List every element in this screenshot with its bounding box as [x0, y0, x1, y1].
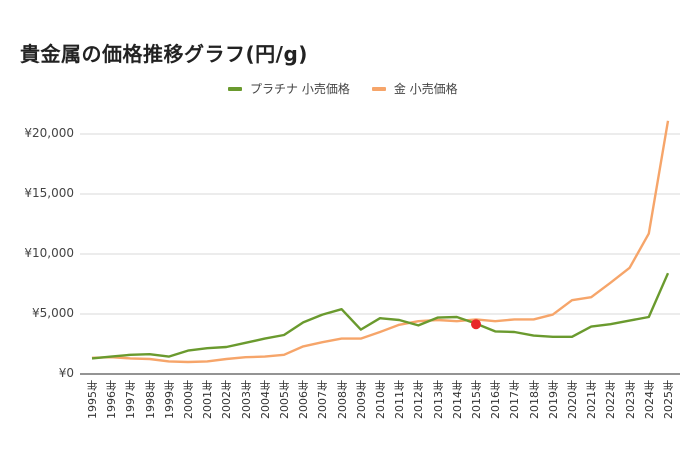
- x-tick-label: 2025年: [662, 380, 675, 419]
- y-tick-label: ¥15,000: [24, 186, 74, 200]
- x-tick-label: 2019年: [546, 380, 560, 419]
- x-tick-label: 2010年: [374, 380, 387, 419]
- x-tick-label: 2016年: [489, 380, 503, 419]
- x-tick-label: 1999年: [162, 380, 176, 419]
- legend-label-gold: 金 小売価格: [393, 82, 458, 96]
- x-tick-label: 2013年: [431, 380, 445, 419]
- x-tick-label: 1997年: [124, 380, 138, 419]
- legend-swatch-platinum: [228, 86, 242, 91]
- x-tick-label: 2023年: [623, 380, 637, 419]
- x-tick-label: 1998年: [143, 380, 157, 419]
- x-tick-label: 2005年: [278, 380, 291, 419]
- y-tick-label: ¥0: [58, 366, 74, 380]
- legend-item-gold[interactable]: 金 小売価格: [371, 80, 458, 97]
- x-tick-label: 2007年: [316, 380, 330, 419]
- x-tick-label: 2012年: [412, 380, 426, 419]
- x-tick-label: 2020年: [566, 380, 579, 419]
- x-tick-label: 2015年: [470, 380, 483, 419]
- x-tick-label: 2018年: [527, 380, 541, 419]
- x-tick-label: 2000年: [182, 380, 195, 419]
- x-tick-label: 2004年: [258, 380, 272, 419]
- x-tick-label: 1995年: [86, 380, 99, 419]
- y-tick-label: ¥10,000: [24, 246, 74, 260]
- x-tick-label: 2001年: [201, 380, 215, 419]
- chart-legend: プラチナ 小売価格 金 小売価格: [228, 80, 480, 97]
- legend-swatch-gold: [371, 86, 386, 91]
- series-line[interactable]: [91, 272, 670, 360]
- series-line[interactable]: [91, 120, 670, 364]
- x-tick-label: 2021年: [585, 380, 599, 419]
- x-tick-label: 2002年: [220, 380, 234, 419]
- chart-title: 貴金属の価格推移グラフ(円/g): [20, 42, 308, 66]
- x-tick-label: 2008年: [335, 380, 349, 419]
- highlight-marker: [471, 319, 481, 330]
- x-tick-label: 2011年: [393, 380, 407, 419]
- x-tick-label: 2017年: [508, 380, 522, 419]
- x-tick-label: 2014年: [450, 380, 464, 419]
- x-tick-label: 1996年: [105, 380, 119, 419]
- legend-label-platinum: プラチナ 小売価格: [250, 82, 350, 96]
- y-tick-label: ¥5,000: [32, 306, 74, 320]
- x-tick-label: 2022年: [604, 380, 618, 419]
- legend-item-platinum[interactable]: プラチナ 小売価格: [228, 80, 350, 97]
- x-tick-label: 2003年: [239, 380, 253, 419]
- y-tick-label: ¥20,000: [24, 126, 74, 140]
- x-tick-label: 2009年: [354, 380, 368, 419]
- x-tick-label: 2024年: [642, 380, 656, 419]
- x-tick-label: 2006年: [297, 380, 311, 419]
